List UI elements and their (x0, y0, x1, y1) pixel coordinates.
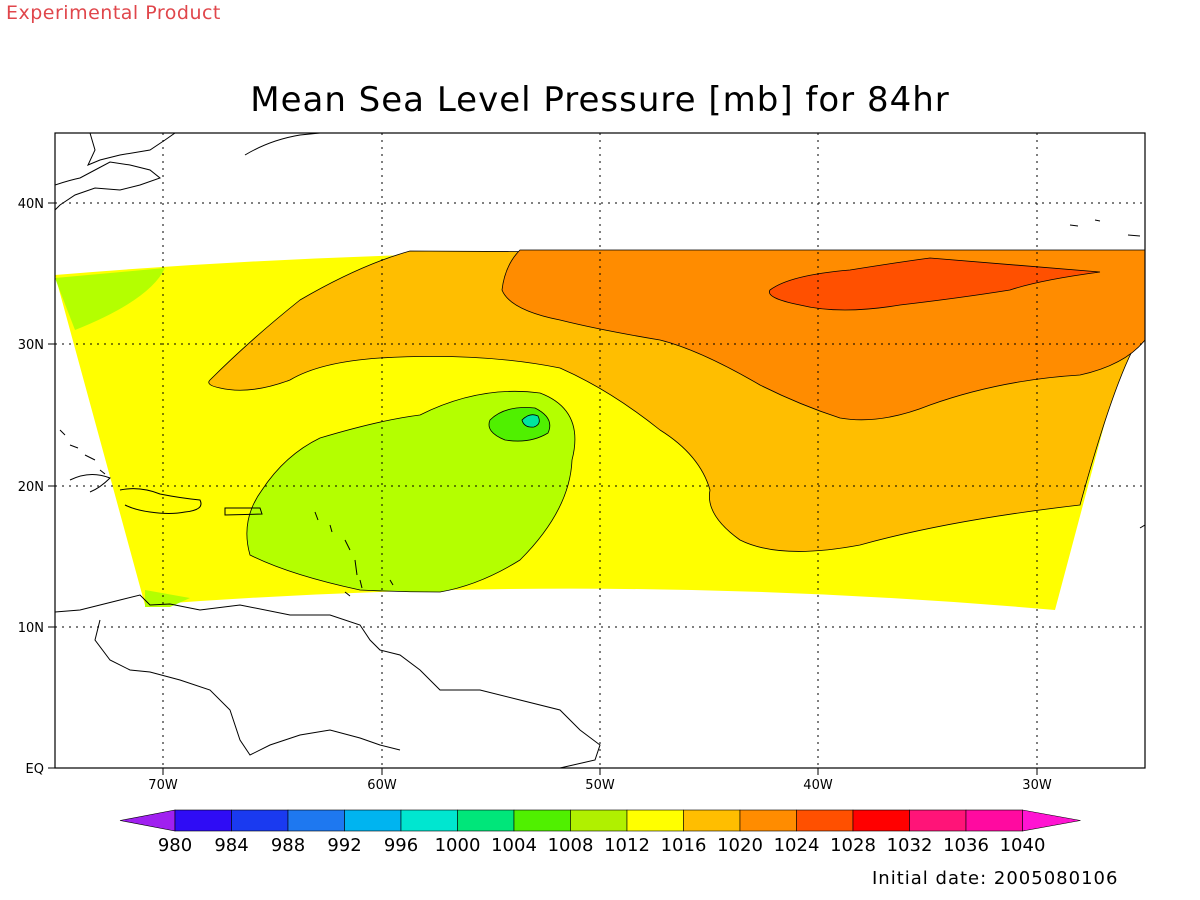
colorbar-segment (457, 809, 515, 832)
lon-label: 60W (367, 778, 397, 793)
lon-label: 70W (148, 778, 178, 793)
colorbar-tick-label: 980 (158, 835, 192, 856)
colorbar-segment (231, 809, 289, 832)
lon-labels: 70W 60W 50W 40W 30W (148, 778, 1052, 793)
colorbar-tick-label: 1036 (943, 835, 989, 856)
colorbar-labels: 980 984 988 992 996 1000 1004 1008 1012 1016 1020 1… (158, 835, 1046, 856)
colorbar-tick-label: 992 (327, 835, 361, 856)
pressure-region-1024 (768, 257, 1101, 311)
colorbar-segment (287, 809, 345, 832)
map-panel (55, 133, 1145, 768)
lon-label: 50W (585, 778, 615, 793)
lat-labels: 40N 30N 20N 10N EQ (18, 197, 44, 777)
colorbar-segment (344, 809, 402, 832)
colorbar-segment (683, 809, 741, 832)
colorbar-tick-label: 1040 (1000, 835, 1046, 856)
lon-label: 30W (1022, 778, 1052, 793)
colorbar-segment (909, 809, 967, 832)
coast-lesser-antilles (314, 511, 394, 597)
lat-label: EQ (26, 762, 44, 777)
colorbar-tick-label: 984 (214, 835, 248, 856)
colorbar-segment (626, 809, 684, 832)
colorbar-tick-label: 988 (271, 835, 305, 856)
colorbar-segment (174, 809, 232, 832)
colorbar-segment (796, 809, 854, 832)
pressure-region-1008-sw (145, 590, 190, 607)
graticule (55, 133, 1145, 768)
colorbar-segment (400, 809, 458, 832)
colorbar-tick-label: 1000 (435, 835, 481, 856)
pressure-region-1008-west (55, 268, 165, 330)
colorbar-tick-label: 1032 (887, 835, 933, 856)
coast-puerto-rico (224, 507, 263, 516)
colorbar-segment (965, 809, 1023, 832)
coast-east-edge (1139, 524, 1145, 529)
coastlines (55, 133, 1145, 768)
lat-label: 30N (18, 338, 44, 353)
coast-azores (1069, 219, 1141, 237)
colorbar-tick-label: 1004 (491, 835, 537, 856)
colorbar-tick-label: 1016 (661, 835, 707, 856)
colorbar-tick-label: 1028 (830, 835, 876, 856)
map-title: Mean Sea Level Pressure [mb] for 84hr (250, 80, 950, 120)
colorbar-tick-label: 1020 (717, 835, 763, 856)
lat-label: 40N (18, 197, 44, 212)
colorbar-tick-label: 1012 (604, 835, 650, 856)
lat-label: 20N (18, 480, 44, 495)
colorbar-tick-label: 1024 (774, 835, 820, 856)
lon-label: 40W (803, 778, 833, 793)
colorbar-min-arrow (119, 809, 176, 832)
colorbar-tick-label: 996 (384, 835, 418, 856)
coast-nova-scotia (244, 133, 321, 156)
lat-label: 10N (18, 621, 44, 636)
colorbar-max-arrow (1022, 809, 1081, 832)
colorbar-segment (852, 809, 910, 832)
colorbar-tick-label: 1008 (548, 835, 594, 856)
coast-canada (87, 133, 176, 166)
coast-south-america (55, 594, 601, 768)
colorbar-legend (119, 809, 1081, 832)
pressure-region-1000 (521, 414, 540, 428)
colorbar-segment (513, 809, 571, 832)
coast-bahamas (59, 429, 106, 475)
colorbar-segment (739, 809, 797, 832)
coast-cuba (69, 474, 111, 493)
coast-hispaniola (119, 488, 202, 514)
tick-marks (48, 202, 1038, 775)
coast-north-america (55, 161, 162, 211)
initial-date-label: Initial date: 2005080106 (872, 868, 1119, 889)
colorbar-segment (570, 809, 628, 832)
experimental-product-watermark: Experimental Product (6, 2, 221, 24)
pressure-region-1008-central (246, 390, 576, 593)
